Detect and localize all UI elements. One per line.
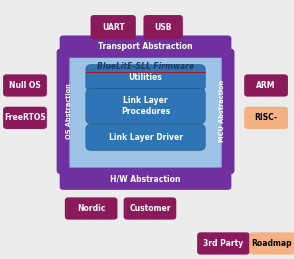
Text: Null OS: Null OS (9, 81, 41, 90)
FancyBboxPatch shape (3, 74, 47, 97)
FancyBboxPatch shape (91, 15, 136, 39)
FancyBboxPatch shape (60, 168, 231, 190)
FancyBboxPatch shape (86, 124, 205, 150)
FancyBboxPatch shape (60, 35, 231, 58)
Text: USB: USB (154, 23, 172, 32)
Text: Customer: Customer (129, 204, 171, 213)
Text: OS Abstraction: OS Abstraction (66, 83, 72, 139)
FancyBboxPatch shape (86, 65, 205, 91)
FancyBboxPatch shape (197, 232, 250, 255)
Text: Nordic: Nordic (77, 204, 105, 213)
FancyBboxPatch shape (244, 74, 288, 97)
Text: H/W Abstraction: H/W Abstraction (110, 174, 181, 183)
Text: BlueLitE-SLL Firmware: BlueLitE-SLL Firmware (97, 62, 194, 70)
FancyBboxPatch shape (86, 89, 205, 124)
FancyBboxPatch shape (143, 15, 183, 39)
Text: Link Layer
Procedures: Link Layer Procedures (121, 97, 170, 116)
FancyBboxPatch shape (249, 232, 294, 255)
Text: RISC-: RISC- (255, 113, 278, 122)
Text: MCU Abstraction: MCU Abstraction (219, 80, 225, 142)
FancyBboxPatch shape (123, 197, 176, 220)
FancyBboxPatch shape (70, 47, 221, 179)
Text: Link Layer Driver: Link Layer Driver (108, 133, 183, 142)
FancyBboxPatch shape (244, 107, 288, 129)
FancyBboxPatch shape (56, 49, 81, 174)
Text: 3rd Party: 3rd Party (203, 239, 243, 248)
Text: UART: UART (102, 23, 125, 32)
Text: FreeRTOS: FreeRTOS (4, 113, 46, 122)
FancyBboxPatch shape (65, 197, 117, 220)
FancyBboxPatch shape (209, 49, 235, 174)
FancyBboxPatch shape (3, 107, 47, 129)
Text: Roadmap: Roadmap (252, 239, 292, 248)
Text: Utilities: Utilities (129, 73, 162, 82)
Text: ARM: ARM (256, 81, 276, 90)
Text: Transport Abstraction: Transport Abstraction (98, 42, 193, 51)
